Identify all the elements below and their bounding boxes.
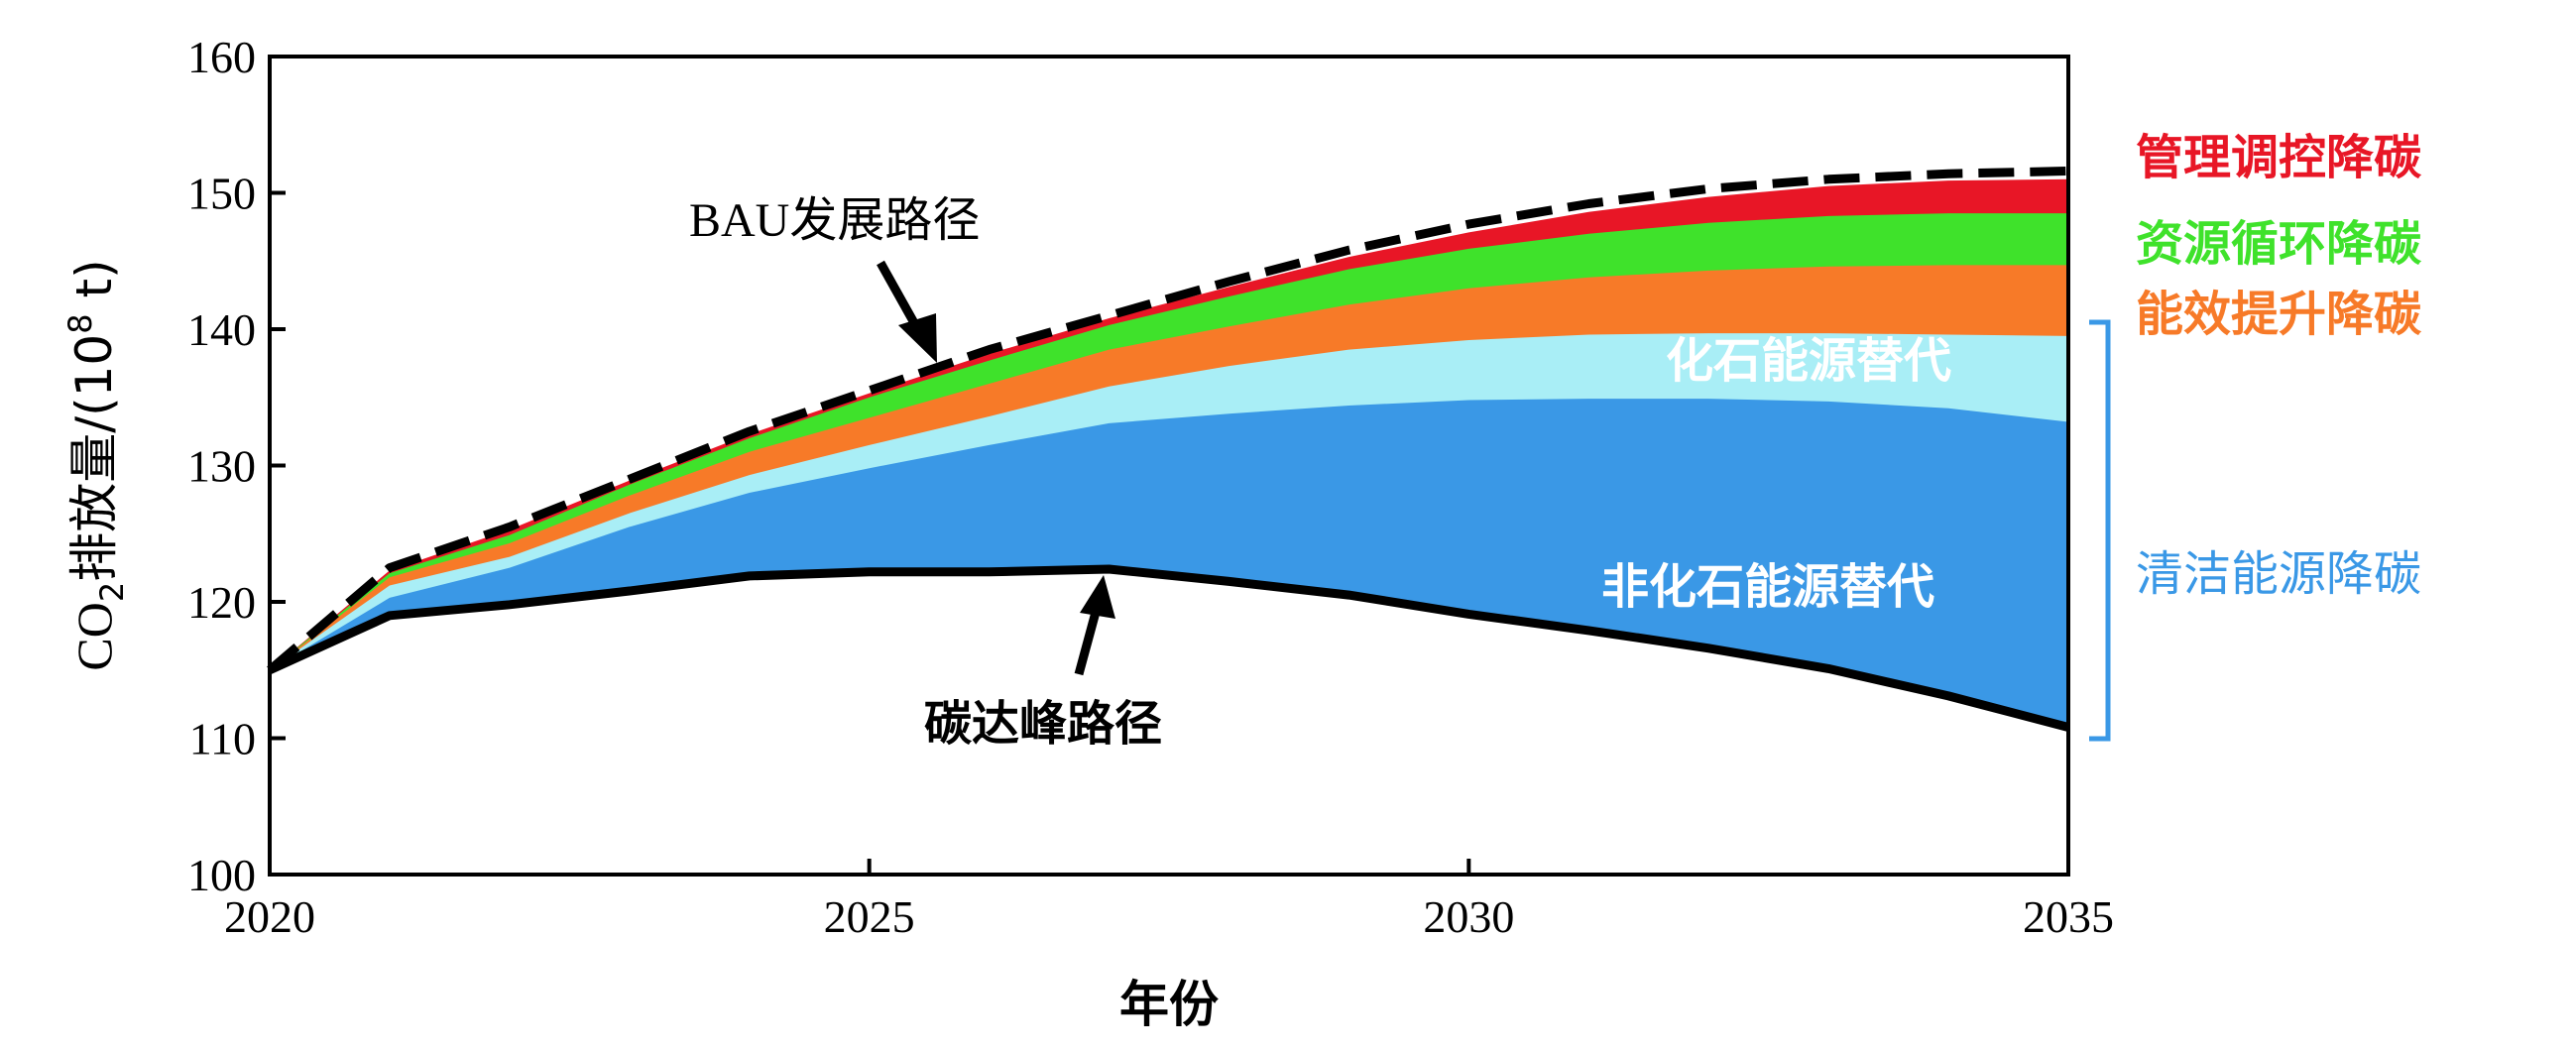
bau-label: BAU发展路径 [689, 194, 980, 247]
peak-line [268, 564, 2070, 732]
x-tick-label-2020: 2020 [224, 891, 315, 942]
y-tick-label-120: 120 [187, 577, 256, 628]
lines-layer [267, 167, 2070, 732]
x-tick-label-2030: 2030 [1423, 891, 1514, 942]
clean-energy-bracket [2089, 319, 2111, 742]
bau-arrow-head [898, 313, 937, 363]
bau-label-text: BAU发展路径 [689, 194, 980, 247]
nonfossil-label: 非化石能源替代 [1601, 559, 1934, 615]
y-tick-label-160: 160 [187, 32, 256, 82]
resource-label: 资源循环降碳 [2136, 216, 2422, 272]
y-tick-label-110: 110 [189, 714, 256, 764]
fossil-label: 化石能源替代 [1666, 333, 1951, 389]
y-tick-label-100: 100 [187, 850, 256, 900]
y-axis-title: CO2排放量/(108 t) [61, 259, 131, 670]
bands-layer [270, 178, 2068, 728]
y-tick-label-150: 150 [187, 169, 256, 219]
manage-label: 管理调控降碳 [2136, 130, 2422, 185]
band-0 [270, 399, 2068, 728]
clean-label: 清洁能源降碳 [2136, 546, 2421, 602]
peak-label: 碳达峰路径 [924, 696, 1162, 752]
peak-arrow-shaft [1074, 603, 1103, 676]
y-tick-label-140: 140 [187, 304, 256, 355]
y-axis-title-sub: 2 [93, 582, 131, 602]
y-axis-title-prefix: CO [66, 602, 122, 670]
energy-eff-label: 能效提升降碳 [2136, 287, 2422, 342]
ticks-layer: 100 110 120 130 140 150 160 2020 2025 2030 2035 [187, 32, 2114, 942]
x-axis-title: 年份 [1119, 976, 1219, 1033]
x-tick-label-2025: 2025 [824, 891, 915, 942]
y-tick-label-130: 130 [187, 441, 256, 492]
y-axis-title-sup: 8 [61, 313, 99, 333]
bau-line [267, 167, 2069, 674]
x-tick-label-2035: 2035 [2023, 891, 2114, 942]
peak-arrow-head [1080, 575, 1115, 619]
y-axis-title-suffix: t) [65, 259, 123, 313]
y-axis-title-mid: 排放量/(10 [65, 334, 123, 582]
